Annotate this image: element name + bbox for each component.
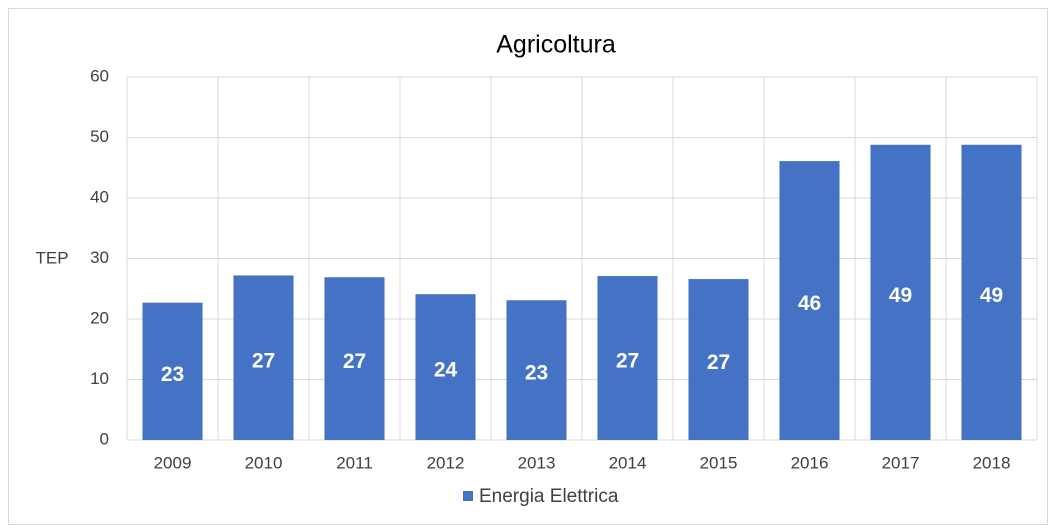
chart-title: Agricoltura — [496, 31, 616, 59]
x-tick-label: 2013 — [518, 453, 556, 472]
y-tick-label: 50 — [90, 127, 109, 146]
x-tick-label: 2010 — [245, 453, 283, 472]
y-axis-label: TEP — [35, 248, 68, 267]
value-label: 24 — [434, 359, 458, 382]
bar — [506, 300, 567, 440]
y-tick-label: 40 — [90, 187, 109, 206]
y-tick-label: 60 — [90, 66, 109, 85]
legend-label: Energia Elettrica — [479, 486, 619, 507]
bar — [142, 302, 203, 440]
x-tick-label: 2014 — [609, 453, 647, 472]
legend-swatch — [463, 491, 473, 501]
value-label: 49 — [980, 284, 1003, 307]
x-tick-label: 2009 — [154, 453, 192, 472]
value-label: 23 — [161, 363, 184, 386]
value-label: 27 — [707, 351, 730, 374]
y-tick-label: 0 — [100, 429, 109, 448]
y-tick-label: 20 — [90, 308, 109, 327]
value-label: 27 — [252, 349, 275, 372]
y-tick-label: 10 — [90, 369, 109, 388]
bar — [688, 279, 749, 440]
x-tick-label: 2018 — [973, 453, 1011, 472]
x-tick-label: 2011 — [336, 453, 373, 472]
x-tick-label: 2016 — [791, 453, 829, 472]
value-label: 23 — [525, 362, 548, 385]
bar — [870, 144, 931, 440]
bar — [415, 294, 476, 440]
value-label: 27 — [616, 350, 639, 373]
y-tick-label: 30 — [90, 248, 109, 267]
bar — [961, 144, 1022, 440]
value-label: 46 — [798, 292, 821, 315]
x-tick-label: 2015 — [700, 453, 738, 472]
x-tick-label: 2012 — [427, 453, 465, 472]
bar — [779, 161, 840, 440]
bar — [324, 277, 385, 440]
bar — [597, 276, 658, 440]
x-tick-label: 2017 — [882, 453, 920, 472]
value-label: 27 — [343, 350, 366, 373]
bar — [233, 275, 294, 440]
value-label: 49 — [889, 284, 912, 307]
